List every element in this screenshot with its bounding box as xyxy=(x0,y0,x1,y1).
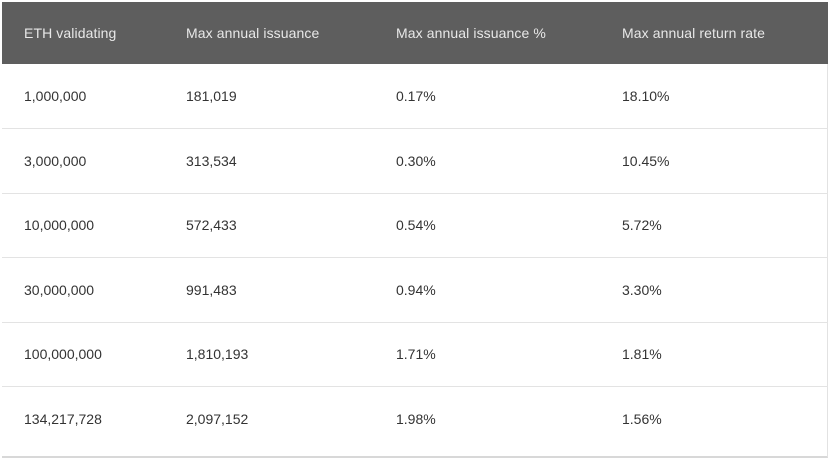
cell-eth-validating: 1,000,000 xyxy=(24,88,87,104)
cell-eth-validating: 134,217,728 xyxy=(24,411,102,427)
header-max-annual-issuance-percent: Max annual issuance % xyxy=(396,25,546,41)
cell-max-annual-return-rate: 1.56% xyxy=(622,411,662,427)
table-header: ETH validating Max annual issuance Max a… xyxy=(2,2,828,64)
cell-max-annual-issuance: 313,534 xyxy=(186,152,237,169)
table-body: 1,000,000 181,019 0.17% 18.10% 3,000,000… xyxy=(2,64,828,451)
cell-max-annual-issuance: 572,433 xyxy=(186,217,237,234)
cell-eth-validating: 10,000,000 xyxy=(24,217,95,234)
cell-max-annual-return-rate: 5.72% xyxy=(622,217,662,234)
header-max-annual-issuance: Max annual issuance xyxy=(186,25,320,41)
cell-max-annual-return-rate: 1.81% xyxy=(622,346,662,363)
cell-max-annual-return-rate: 3.30% xyxy=(622,281,662,298)
cell-eth-validating: 30,000,000 xyxy=(24,281,95,298)
cell-max-annual-issuance-percent: 0.30% xyxy=(396,152,436,169)
cell-max-annual-issuance-percent: 0.54% xyxy=(396,217,436,234)
cell-max-annual-return-rate: 10.45% xyxy=(622,152,670,169)
cell-max-annual-issuance: 2,097,152 xyxy=(186,411,249,427)
table-row: 1,000,000 181,019 0.17% 18.10% xyxy=(2,64,828,129)
cell-max-annual-issuance: 991,483 xyxy=(186,281,237,298)
issuance-table-container: ETH validating Max annual issuance Max a… xyxy=(2,2,828,458)
table-row: 30,000,000 991,483 0.94% 3.30% xyxy=(2,258,828,322)
cell-max-annual-issuance: 181,019 xyxy=(186,88,237,104)
cell-eth-validating: 100,000,000 xyxy=(24,346,102,363)
issuance-table: ETH validating Max annual issuance Max a… xyxy=(2,2,828,451)
header-row: ETH validating Max annual issuance Max a… xyxy=(2,2,828,64)
table-row: 100,000,000 1,810,193 1.71% 1.81% xyxy=(2,322,828,387)
cell-max-annual-issuance-percent: 0.94% xyxy=(396,281,436,298)
cell-max-annual-issuance-percent: 1.71% xyxy=(396,346,436,363)
table-row: 10,000,000 572,433 0.54% 5.72% xyxy=(2,193,828,258)
table-row: 3,000,000 313,534 0.30% 10.45% xyxy=(2,129,828,193)
header-eth-validating: ETH validating xyxy=(24,25,117,41)
header-max-annual-return-rate: Max annual return rate xyxy=(622,25,766,41)
table-row: 134,217,728 2,097,152 1.98% 1.56% xyxy=(2,387,828,452)
cell-max-annual-issuance-percent: 0.17% xyxy=(396,88,436,104)
cell-max-annual-issuance-percent: 1.98% xyxy=(396,411,436,427)
cell-max-annual-issuance: 1,810,193 xyxy=(186,346,249,363)
cell-eth-validating: 3,000,000 xyxy=(24,152,87,169)
cell-max-annual-return-rate: 18.10% xyxy=(622,88,670,104)
